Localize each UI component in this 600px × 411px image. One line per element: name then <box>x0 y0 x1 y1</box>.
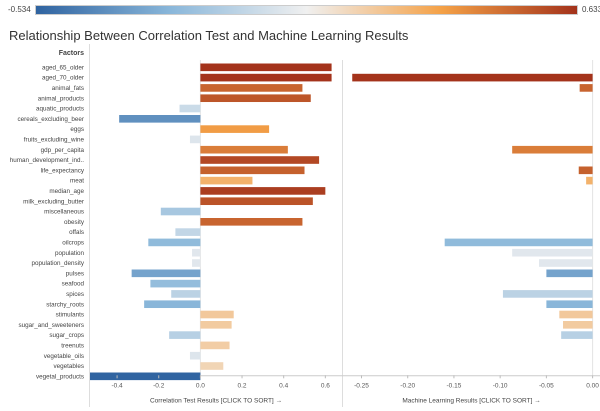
bar <box>175 228 201 236</box>
chart-title: Relationship Between Correlation Test an… <box>9 28 409 43</box>
category-label: aquatic_products <box>36 106 84 113</box>
bar <box>148 238 201 247</box>
bar <box>200 176 253 185</box>
category-label: aged_70_older <box>42 75 84 82</box>
bar <box>200 73 332 82</box>
bar <box>200 63 332 72</box>
bar <box>150 279 201 288</box>
bar <box>200 321 232 329</box>
bar <box>189 135 201 144</box>
bar <box>352 73 593 82</box>
bar <box>578 166 593 175</box>
bar <box>200 197 313 206</box>
bar <box>586 176 593 185</box>
category-label: stimulants <box>56 312 84 319</box>
category-label: vegetable_oils <box>44 353 84 360</box>
x-axis-title: Correlation Test Results [CLICK TO SORT]… <box>150 397 282 404</box>
category-label: starchy_roots <box>46 301 84 308</box>
bar <box>144 300 201 309</box>
category-label: miscellaneous <box>44 209 84 216</box>
legend-max-label: 0.633 <box>582 5 600 14</box>
bar <box>502 290 593 298</box>
bar <box>192 248 201 257</box>
bar <box>200 94 311 103</box>
category-label: offals <box>69 229 84 236</box>
bar <box>546 300 593 309</box>
bar <box>189 351 201 360</box>
category-label: population <box>55 250 85 257</box>
bar <box>444 238 593 247</box>
tick-label: -0.10 <box>493 382 508 389</box>
category-label: eggs <box>70 126 84 133</box>
bar <box>538 259 593 267</box>
bar <box>200 84 303 92</box>
bar <box>512 248 593 257</box>
category-label: life_expectancy <box>41 167 85 174</box>
row-header-label: Factors <box>59 50 84 57</box>
category-label: seafood <box>62 281 85 288</box>
category-label: cereals_excluding_beer <box>17 116 84 123</box>
bar <box>200 218 303 226</box>
tick-label: -0.4 <box>111 382 123 389</box>
tick-label: -0.05 <box>539 382 554 389</box>
bar <box>192 259 201 267</box>
category-label: treenuts <box>61 343 84 350</box>
bar <box>179 104 201 113</box>
tick-label: 0.00 <box>586 382 599 389</box>
legend-min-label: -0.534 <box>8 5 31 14</box>
category-label: population_density <box>31 260 84 267</box>
category-label: sugar_crops <box>49 332 84 339</box>
bar <box>200 125 270 133</box>
bar <box>559 310 593 319</box>
bar <box>200 187 326 195</box>
bar <box>579 84 593 92</box>
category-label: gdp_per_capita <box>41 147 85 154</box>
category-label: aged_65_older <box>42 64 84 71</box>
bar <box>512 145 593 154</box>
tick-label: -0.2 <box>153 382 165 389</box>
bar-chart: Factors aged_65_older aged_70_older animal_… <box>10 44 600 407</box>
category-label: animal_fats <box>52 85 84 92</box>
category-label: human_development_ind.. <box>10 157 84 164</box>
bar <box>563 321 593 329</box>
category-label: vegetables <box>54 363 84 370</box>
bar <box>200 156 320 164</box>
category-label: sugar_and_sweeteners <box>19 322 84 329</box>
bar <box>200 341 230 350</box>
category-label: vegetal_products <box>36 373 84 380</box>
bar <box>200 145 288 154</box>
bar <box>131 269 201 278</box>
tick-label: -0.15 <box>447 382 462 389</box>
bar <box>169 331 201 339</box>
category-label: oilcrops <box>62 240 84 247</box>
bar <box>200 166 305 175</box>
category-label: animal_products <box>38 95 84 102</box>
bar <box>160 207 201 216</box>
bar <box>171 290 201 298</box>
bar <box>200 310 234 319</box>
category-label: median_age <box>49 188 84 195</box>
category-label: spices <box>66 291 84 298</box>
tick-label: -0.25 <box>354 382 369 389</box>
category-label: obesity <box>64 219 85 226</box>
category-label: pulses <box>66 270 84 277</box>
tick-label: 0.0 <box>196 382 205 389</box>
legend-gradient <box>35 5 578 15</box>
x-axis-title: Machine Learning Results [CLICK TO SORT]… <box>402 397 540 404</box>
bar <box>119 115 201 123</box>
bar <box>546 269 593 278</box>
bar <box>561 331 593 339</box>
bar <box>200 362 224 370</box>
tick-label: 0.4 <box>279 382 288 389</box>
category-label: meat <box>70 178 84 185</box>
category-label: milk_excluding_butter <box>23 198 84 205</box>
color-legend: -0.534 0.633 <box>0 0 600 22</box>
category-label: fruits_excluding_wine <box>24 137 85 144</box>
bar <box>90 372 201 381</box>
tick-label: 0.6 <box>321 382 330 389</box>
tick-label: -0.20 <box>400 382 415 389</box>
tick-label: 0.2 <box>238 382 247 389</box>
